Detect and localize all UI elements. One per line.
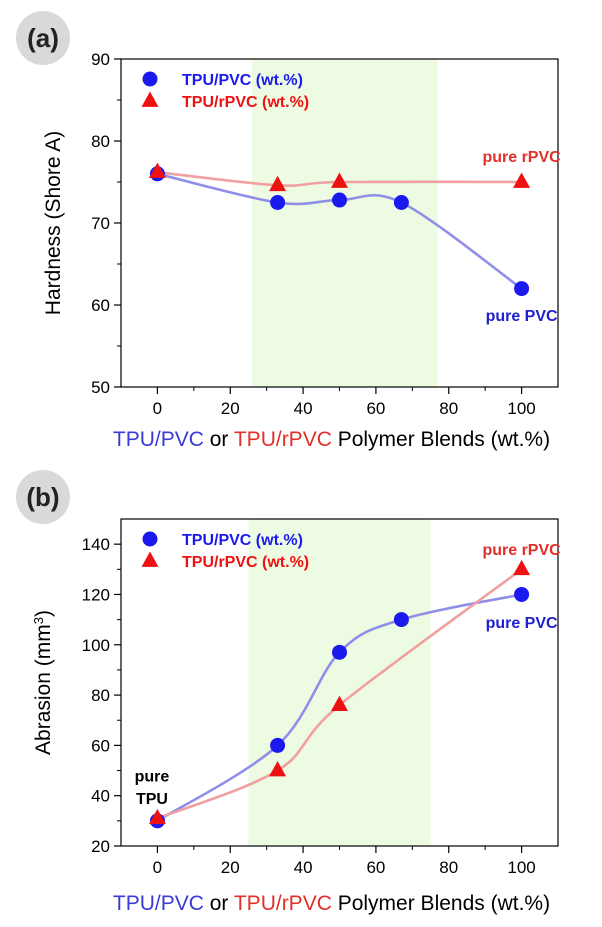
chart-panel-a: (a) 0 20 40 60 80 100 50 60 70 80 90 Hardness (Shore…: [16, 11, 561, 451]
legend-marker-tpu-pvc: [142, 71, 158, 87]
panel-label: (b): [26, 482, 59, 512]
x-axis-label-part: Polymer Blends (wt.%): [332, 892, 550, 915]
data-point-tpu-rpvc: [148, 808, 166, 825]
data-point-tpu-pvc: [332, 192, 347, 208]
data-point-tpu-rpvc: [513, 559, 531, 576]
y-tick-label: 40: [91, 787, 110, 806]
x-axis-label-part: or: [204, 428, 234, 451]
highlight-region: [252, 59, 438, 387]
legend-label: TPU/rPVC (wt.%): [182, 554, 309, 571]
x-axis-label-part: TPU/rPVC: [234, 892, 332, 915]
y-tick-label: 80: [91, 686, 110, 705]
highlight-region: [248, 519, 431, 846]
data-point-tpu-rpvc: [269, 175, 287, 192]
y-tick-label: 80: [91, 132, 110, 151]
x-axis-label-part: Polymer Blends (wt.%): [332, 428, 550, 451]
data-point-tpu-rpvc: [331, 172, 348, 188]
data-point-tpu-pvc: [514, 586, 530, 602]
legend-label: TPU/PVC (wt.%): [182, 532, 303, 549]
y-tick-label: 70: [91, 214, 110, 233]
x-tick-label: 40: [294, 858, 313, 877]
legend-marker-tpu-rpvc: [141, 91, 159, 107]
x-axis-label-part: TPU/PVC: [113, 892, 204, 915]
data-point-tpu-pvc: [514, 281, 530, 297]
data-point-tpu-pvc: [332, 644, 347, 660]
x-axis-label-part: TPU/PVC: [113, 428, 204, 451]
legend-label: TPU/rPVC (wt.%): [182, 94, 309, 111]
x-tick-label: 60: [366, 399, 385, 418]
y-axis-label-text: Hardness (Shore A): [42, 131, 65, 315]
data-point-tpu-rpvc: [513, 172, 531, 188]
y-axis-label: Abrasion (mm3): [31, 610, 56, 755]
x-axis-label-part: TPU/rPVC: [234, 428, 332, 451]
data-point-tpu-rpvc: [331, 695, 348, 711]
annotation-label: pure: [135, 769, 170, 786]
data-point-tpu-rpvc: [148, 162, 166, 178]
y-tick-label: 140: [82, 535, 110, 554]
annotation-label: pure rPVC: [482, 542, 561, 559]
panel-label: (a): [27, 23, 59, 53]
y-axis-label-suffix: ): [32, 610, 55, 617]
x-tick-label: 100: [507, 858, 535, 877]
y-tick-label: 100: [82, 636, 110, 655]
series-line-tpu-rpvc: [156, 170, 523, 187]
legend-label: TPU/PVC (wt.%): [182, 72, 303, 89]
annotation-label: TPU: [136, 791, 168, 808]
x-tick-label: 80: [439, 858, 458, 877]
data-point-tpu-rpvc: [269, 761, 287, 777]
y-tick-label: 120: [82, 585, 110, 604]
panel-badge: [16, 470, 70, 524]
panel-badge: [16, 11, 70, 65]
y-axis-label: Hardness (Shore A): [42, 131, 65, 315]
annotation-label: pure rPVC: [482, 149, 561, 166]
y-tick-label: 90: [91, 50, 110, 69]
series-line-tpu-rpvc: [156, 568, 523, 820]
x-tick-label: 20: [221, 858, 240, 877]
y-tick-label: 60: [91, 736, 110, 755]
legend-marker-tpu-rpvc: [141, 551, 159, 567]
data-point-tpu-pvc: [270, 195, 286, 210]
y-tick-label: 20: [91, 837, 110, 856]
x-axis-label-part: or: [204, 892, 234, 915]
data-point-tpu-pvc: [393, 195, 409, 210]
x-tick-label: 100: [507, 399, 535, 418]
annotation-label: pure PVC: [486, 308, 558, 325]
chart-panel-b: (b) 0 20 40 60 80 100 20 40 60 80 100 120 140 Abrasion…: [16, 470, 561, 915]
y-axis-label-text: Abrasion (mm: [32, 624, 55, 755]
data-point-tpu-pvc: [270, 737, 286, 753]
x-tick-label: 60: [366, 858, 385, 877]
x-axis-label: TPU/PVC or TPU/rPVC Polymer Blends (wt.%…: [113, 428, 550, 451]
x-tick-label: 40: [294, 399, 313, 418]
x-tick-label: 0: [153, 858, 162, 877]
y-tick-label: 50: [91, 378, 110, 397]
x-tick-label: 80: [439, 399, 458, 418]
data-point-tpu-pvc: [393, 612, 409, 628]
x-tick-label: 20: [221, 399, 240, 418]
x-tick-label: 0: [153, 399, 162, 418]
legend-marker-tpu-pvc: [142, 531, 158, 547]
y-tick-label: 60: [91, 296, 110, 315]
annotation-label: pure PVC: [486, 615, 558, 632]
y-axis-label-sup: 3: [31, 617, 46, 624]
x-axis-label: TPU/PVC or TPU/rPVC Polymer Blends (wt.%…: [113, 892, 550, 915]
